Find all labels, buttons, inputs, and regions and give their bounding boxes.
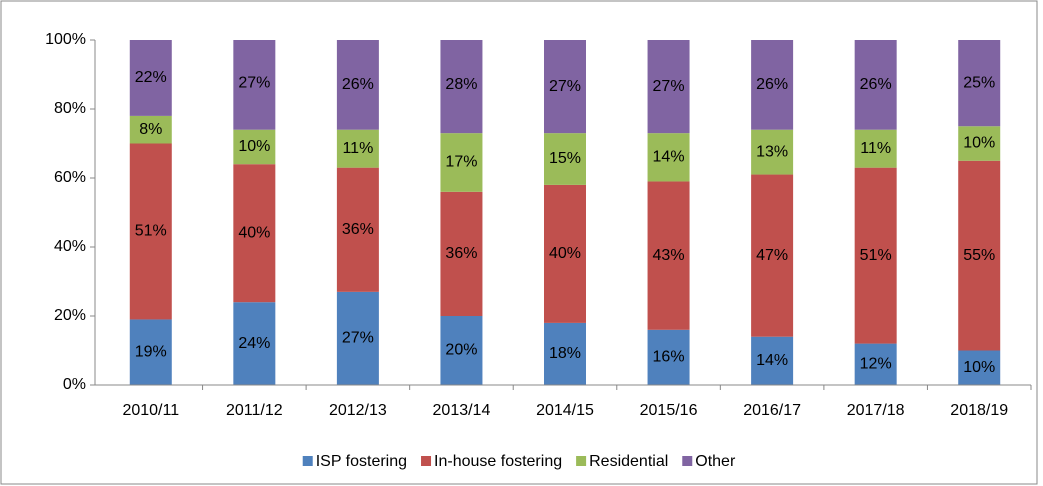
data-label: 10% <box>963 359 995 376</box>
bar-segment <box>336 167 379 292</box>
data-label: 13% <box>756 143 788 160</box>
data-label: 27% <box>342 330 374 347</box>
data-label: 25% <box>963 74 995 91</box>
y-tick-label: 100% <box>45 31 86 48</box>
bar-segment <box>751 40 794 130</box>
data-label: 26% <box>860 76 892 93</box>
legend-swatch <box>302 456 313 466</box>
bar-segment <box>233 302 276 385</box>
bar-segment <box>958 126 1001 161</box>
data-label: 27% <box>653 78 685 95</box>
x-tick-label: 2010/11 <box>122 402 179 419</box>
data-label: 40% <box>549 245 581 262</box>
bar-segment <box>751 336 794 385</box>
bar-segment <box>440 316 483 385</box>
bar-segment <box>336 40 379 130</box>
y-tick-label: 80% <box>54 100 86 117</box>
bar-segment <box>544 133 586 185</box>
data-label: 20% <box>445 342 477 359</box>
x-tick-label: 2014/15 <box>536 402 594 419</box>
bar-segment <box>544 322 586 385</box>
data-label: 10% <box>963 135 995 152</box>
data-label: 12% <box>860 356 892 373</box>
bar-segment <box>647 329 690 385</box>
data-label: 24% <box>238 335 270 352</box>
bar-segment <box>958 160 1001 351</box>
legend-label: Residential <box>589 453 668 470</box>
legend-label: Other <box>695 453 736 470</box>
x-tick-label: 2016/17 <box>743 402 801 419</box>
y-tick-label: 20% <box>54 307 86 324</box>
x-tick-label: 2018/19 <box>950 402 1008 419</box>
bar-segment <box>440 191 483 316</box>
bar-segment <box>854 167 897 344</box>
bar-segment <box>129 115 172 144</box>
x-tick-label: 2013/14 <box>433 402 491 419</box>
data-label: 19% <box>135 343 167 360</box>
x-tick-label: 2011/12 <box>226 402 283 419</box>
data-label: 27% <box>238 74 270 91</box>
data-label: 26% <box>756 76 788 93</box>
y-tick-label: 40% <box>54 238 86 255</box>
bar-segment <box>854 343 897 385</box>
legend-label: ISP fostering <box>316 453 407 470</box>
data-label: 26% <box>342 76 374 93</box>
plot-area <box>129 40 1001 385</box>
bar-segment <box>233 129 276 165</box>
bar-segment <box>440 133 483 192</box>
bar-segment <box>233 40 276 130</box>
bar-segment <box>751 174 794 337</box>
bar-segment <box>958 350 1001 385</box>
y-tick-label: 60% <box>54 169 86 186</box>
data-label: 18% <box>549 345 581 362</box>
bar-segment <box>958 40 1001 127</box>
data-label: 36% <box>342 221 374 238</box>
bar-segment <box>544 40 586 134</box>
data-label: 51% <box>860 247 892 264</box>
data-label: 17% <box>445 154 477 171</box>
legend-swatch <box>682 456 693 466</box>
x-tick-label: 2017/18 <box>847 402 905 419</box>
data-label: 55% <box>963 247 995 264</box>
data-label: 22% <box>135 69 167 86</box>
data-label: 11% <box>342 140 373 157</box>
bar-segment <box>129 319 172 385</box>
x-tick-label: 2012/13 <box>329 402 387 419</box>
bar-segment <box>854 40 897 130</box>
data-label: 27% <box>549 78 581 95</box>
data-label: 47% <box>756 247 788 264</box>
x-tick-label: 2015/16 <box>640 402 698 419</box>
data-label: 11% <box>860 140 891 157</box>
bar-segment <box>544 184 586 323</box>
bar-segment <box>647 181 690 330</box>
bar-segment <box>336 291 379 385</box>
data-label: 8% <box>139 121 162 138</box>
data-label: 28% <box>445 76 477 93</box>
data-label: 15% <box>549 150 581 167</box>
data-label: 40% <box>238 224 270 241</box>
bar-segment <box>440 40 483 134</box>
y-tick-label: 0% <box>63 376 86 393</box>
data-label: 16% <box>653 349 685 366</box>
data-label: 43% <box>653 247 685 264</box>
bar-segment <box>854 129 897 168</box>
bar-segment <box>233 164 276 303</box>
data-label: 36% <box>445 245 477 262</box>
data-label: 10% <box>238 138 270 155</box>
bar-segment <box>751 129 794 175</box>
legend-label: In-house fostering <box>434 453 562 470</box>
bar-segment <box>647 133 690 182</box>
legend-swatch <box>576 456 587 466</box>
bar-segment <box>336 129 379 168</box>
data-label: 51% <box>135 223 167 240</box>
bar-segment <box>129 40 172 116</box>
bar-segment <box>129 143 172 320</box>
bar-segment <box>647 40 690 134</box>
data-label: 14% <box>756 352 788 369</box>
data-label: 14% <box>653 149 685 166</box>
legend-swatch <box>421 456 432 466</box>
